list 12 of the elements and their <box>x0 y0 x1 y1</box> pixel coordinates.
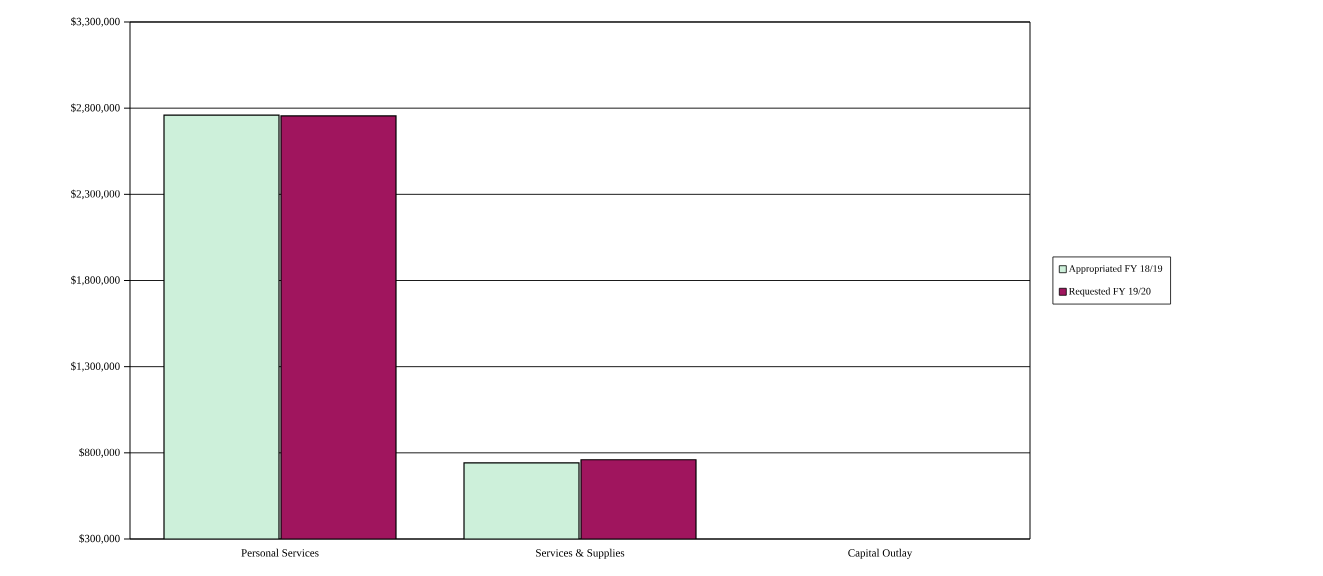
x-tick-label: Capital Outlay <box>848 548 913 559</box>
y-tick-label: $1,300,000 <box>71 361 120 372</box>
y-tick-label: $3,300,000 <box>71 17 120 27</box>
y-tick-label: $1,800,000 <box>71 275 120 286</box>
y-tick-label: $300,000 <box>79 534 120 544</box>
y-tick-label: $2,800,000 <box>71 103 120 113</box>
x-tick-label: Personal Services <box>241 548 319 557</box>
x-tick-label: Services & Supplies <box>536 548 625 559</box>
y-tick-label: $2,300,000 <box>71 189 120 200</box>
legend-label: Requested FY 19/20 <box>1068 287 1151 297</box>
legend-label: Appropriated FY 18/19 <box>1068 264 1163 274</box>
y-tick-label: $800,000 <box>79 448 120 458</box>
